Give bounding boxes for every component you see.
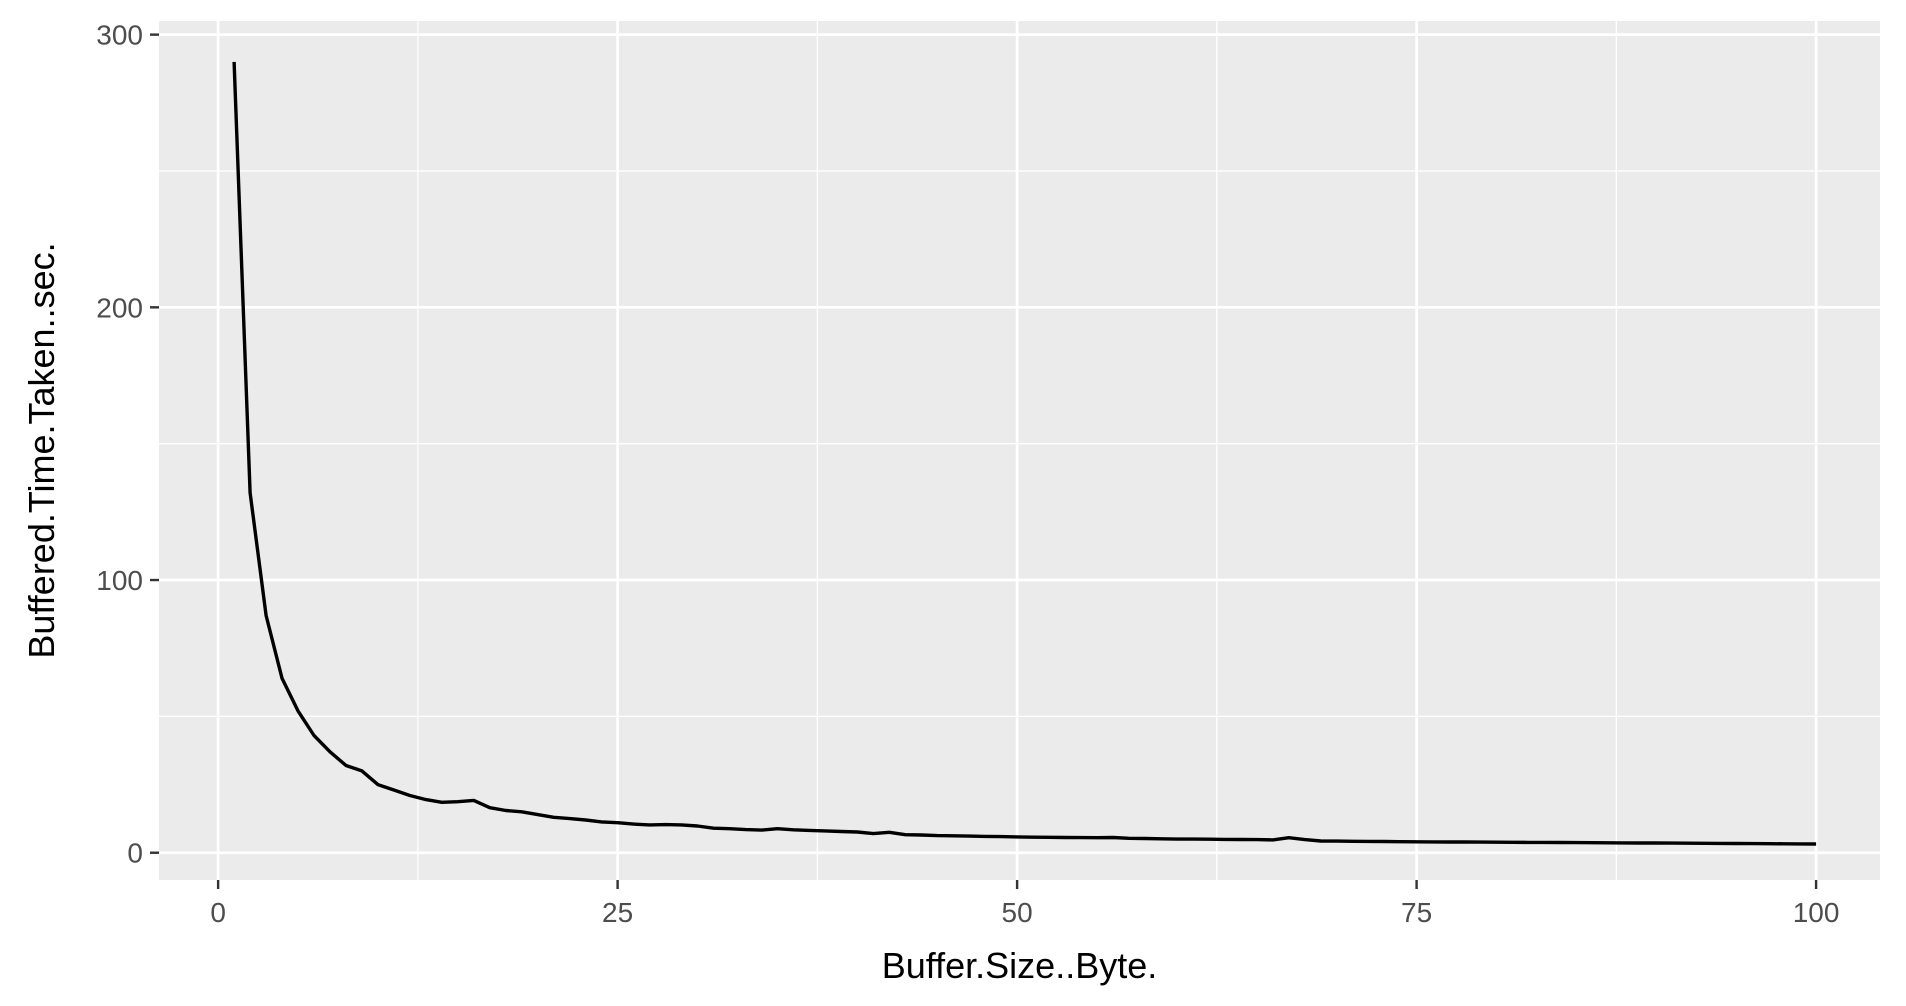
- plot-panel: [159, 21, 1880, 880]
- x-tick-label: 75: [1401, 897, 1432, 928]
- x-tick-label: 100: [1793, 897, 1840, 928]
- y-tick-label: 0: [127, 838, 143, 869]
- y-tick-label: 100: [96, 565, 143, 596]
- major-gridlines: [159, 21, 1880, 880]
- x-tick-label: 50: [1002, 897, 1033, 928]
- series-line: [232, 61, 1817, 846]
- x-axis-title: Buffer.Size..Byte.: [882, 945, 1157, 986]
- x-axis: 0 25 50 75 100: [210, 880, 1839, 928]
- x-tick-label: 25: [602, 897, 633, 928]
- x-tick-label: 0: [210, 897, 226, 928]
- y-axis: 0 100 200 300: [96, 20, 159, 869]
- minor-gridlines: [159, 21, 1880, 880]
- y-tick-label: 200: [96, 292, 143, 323]
- y-tick-label: 300: [96, 20, 143, 51]
- y-axis-title: Buffered.Time.Taken..sec.: [21, 242, 62, 658]
